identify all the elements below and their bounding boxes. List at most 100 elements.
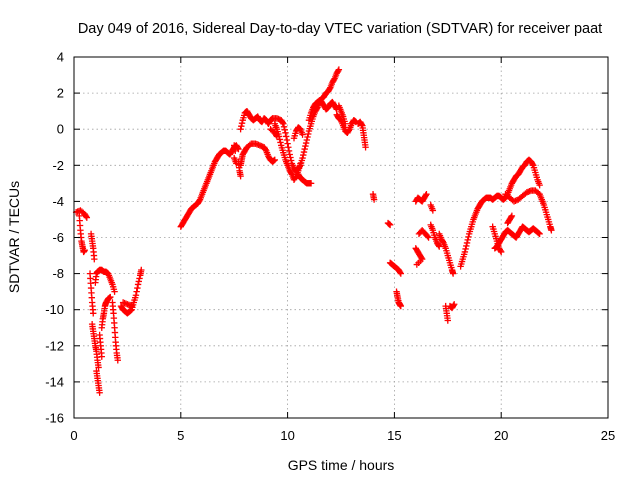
data-point xyxy=(273,132,280,139)
data-point xyxy=(128,302,135,310)
data-point xyxy=(134,281,142,288)
data-point xyxy=(282,133,290,140)
data-point xyxy=(238,119,246,127)
data-point xyxy=(82,213,90,220)
data-point xyxy=(280,120,287,127)
data-point xyxy=(299,154,306,162)
data-point xyxy=(304,133,311,141)
data-point xyxy=(335,66,343,73)
data-point xyxy=(436,243,443,250)
data-point xyxy=(508,212,516,220)
data-point xyxy=(238,122,245,130)
x-tick-label: 10 xyxy=(280,428,294,443)
data-point xyxy=(303,136,311,144)
data-point xyxy=(536,181,543,189)
x-tick-label: 5 xyxy=(177,428,184,443)
data-point xyxy=(273,133,281,140)
y-tick-label: -12 xyxy=(45,338,64,353)
data-point xyxy=(282,129,289,137)
data-point xyxy=(283,136,291,144)
data-point xyxy=(138,266,145,274)
data-point xyxy=(286,151,293,158)
data-point xyxy=(300,148,308,156)
x-tick-label: 15 xyxy=(387,428,401,443)
data-point xyxy=(302,142,309,150)
data-point xyxy=(464,236,471,244)
data-point xyxy=(287,157,295,164)
data-point xyxy=(232,147,239,155)
data-point xyxy=(299,131,306,138)
y-tick-label: -14 xyxy=(45,374,64,389)
data-point xyxy=(285,144,292,151)
data-point xyxy=(536,230,543,238)
data-point xyxy=(301,145,308,153)
data-point xyxy=(334,67,342,75)
data-point xyxy=(297,160,304,167)
data-point xyxy=(107,293,114,301)
data-point xyxy=(330,76,338,84)
data-point xyxy=(345,127,353,134)
data-point xyxy=(96,389,103,396)
data-point xyxy=(83,214,91,221)
y-tick-label: -2 xyxy=(52,158,64,173)
data-point xyxy=(418,254,425,262)
data-point xyxy=(271,156,278,164)
data-point xyxy=(281,126,288,134)
y-tick-label: -10 xyxy=(45,302,64,317)
data-point xyxy=(287,154,294,161)
data-point xyxy=(237,126,244,133)
data-point xyxy=(132,292,140,299)
data-point xyxy=(413,261,421,268)
x-tick-label: 25 xyxy=(601,428,615,443)
y-tick-label: -8 xyxy=(52,266,64,281)
data-point xyxy=(90,310,97,317)
data-point xyxy=(465,233,472,241)
data-point xyxy=(262,146,269,153)
data-point xyxy=(463,239,471,247)
data-point xyxy=(498,248,505,256)
data-point xyxy=(529,160,536,168)
data-point xyxy=(424,233,431,240)
data-point xyxy=(342,120,349,127)
data-point xyxy=(451,301,458,308)
data-point xyxy=(279,119,286,126)
data-point xyxy=(548,227,555,234)
data-point xyxy=(98,353,105,360)
data-point xyxy=(284,140,291,147)
data-point xyxy=(237,172,244,180)
data-point xyxy=(246,141,254,149)
data-point xyxy=(435,242,442,249)
data-point xyxy=(422,192,429,199)
data-point xyxy=(450,302,457,309)
data-point xyxy=(95,364,102,371)
data-point xyxy=(429,207,437,214)
data-point xyxy=(196,197,203,204)
x-tick-labels: 0 5 10 15 20 25 xyxy=(70,428,615,443)
y-tick-label: -6 xyxy=(52,230,64,245)
y-tick-label: 2 xyxy=(57,86,64,101)
data-point xyxy=(302,139,310,147)
data-point xyxy=(439,238,447,245)
data-point xyxy=(280,123,288,130)
data-point xyxy=(285,147,293,155)
data-point xyxy=(358,121,365,128)
axis-ticks xyxy=(73,56,609,419)
data-point xyxy=(287,169,295,177)
data-point xyxy=(444,317,451,324)
y-tick-label: 4 xyxy=(57,50,64,65)
y-tick-label: 0 xyxy=(57,122,64,137)
data-point xyxy=(136,275,143,282)
data-point xyxy=(276,136,283,143)
data-point xyxy=(326,85,333,93)
data-point xyxy=(277,139,284,146)
y-tick-label: -16 xyxy=(45,411,64,426)
data-point xyxy=(81,246,88,254)
data-point xyxy=(507,213,515,221)
data-point xyxy=(463,242,470,250)
data-point xyxy=(133,288,140,295)
x-axis-label: GPS time / hours xyxy=(288,457,395,473)
data-point xyxy=(449,270,457,277)
data-point xyxy=(425,234,432,241)
y-tick-label: -4 xyxy=(52,194,64,209)
